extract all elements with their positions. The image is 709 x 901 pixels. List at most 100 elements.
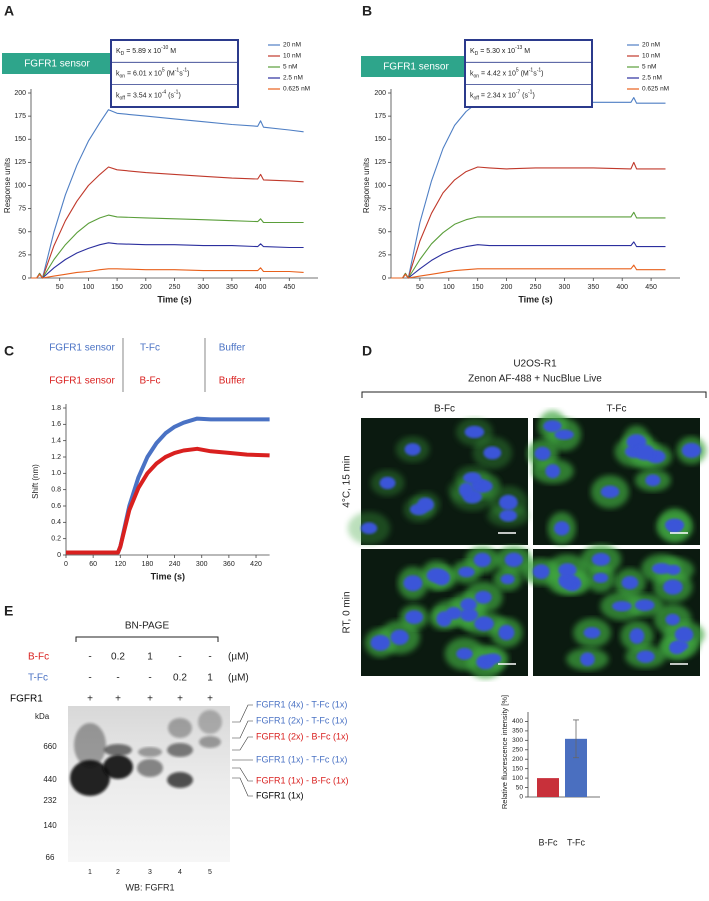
band-connector <box>232 777 253 797</box>
treatment-name: B-Fc <box>28 652 49 663</box>
x-tick-label: 420 <box>250 561 262 568</box>
info-text: = 5.30 x 10 <box>478 48 515 55</box>
y-tick-label: 400 <box>512 718 523 725</box>
nucleus <box>636 650 655 663</box>
band-connector <box>232 704 253 723</box>
y-tick-label: 50 <box>516 784 524 791</box>
x-tick-label: 50 <box>416 284 424 291</box>
marker-label: 440 <box>43 775 57 784</box>
nucleus <box>554 429 574 440</box>
blot-band <box>70 760 110 796</box>
nucleus <box>485 653 502 664</box>
blot-image <box>68 706 230 862</box>
x-axis-label: Time (s) <box>151 571 185 581</box>
data-line <box>66 416 270 555</box>
info-sup: -1 <box>537 68 542 74</box>
info-sup: -1 <box>174 90 179 96</box>
legend-label: 0.625 nM <box>642 86 669 93</box>
y-tick-label: 1.8 <box>51 405 61 412</box>
info-line: koff = 2.34 x 10-7 (s-1) <box>470 90 535 102</box>
nucleus <box>379 476 396 490</box>
y-tick-label: 1.2 <box>51 454 61 461</box>
blot-band <box>138 747 162 757</box>
y-tick-label: 75 <box>378 205 386 212</box>
x-tick-label: T-Fc <box>567 837 585 847</box>
legend-label: 20 nM <box>642 42 660 49</box>
info-line: KD = 5.89 x 10-10 M <box>116 45 176 57</box>
column-label: T-Fc <box>607 404 627 415</box>
nucleus <box>612 601 632 612</box>
row-label: 4°C, 15 min <box>342 455 353 507</box>
y-tick-label: 200 <box>14 90 26 97</box>
info-text: k <box>116 92 120 99</box>
y-tick-label: 350 <box>512 728 523 735</box>
nucleus <box>426 568 447 583</box>
x-tick-label: 300 <box>559 284 571 291</box>
data-line <box>31 242 304 279</box>
nucleus <box>456 647 473 660</box>
y-tick-label: 0.6 <box>51 503 61 510</box>
info-text: ) <box>541 70 543 77</box>
y-tick-label: 0.8 <box>51 487 61 494</box>
treatment-cell: 1 <box>207 673 213 684</box>
data-line <box>391 97 666 279</box>
treatment-name: FGFR1 <box>10 694 43 705</box>
nucleus <box>580 652 595 667</box>
phase-label: FGFR1 sensor <box>49 343 115 354</box>
y-tick-label: 0 <box>519 794 523 801</box>
nucleus <box>416 497 435 512</box>
x-tick-label: 450 <box>283 284 295 291</box>
y-tick-label: 200 <box>512 756 523 763</box>
info-sub: D <box>121 51 125 57</box>
band-label: FGFR1 (2x) - B-Fc (1x) <box>256 731 349 741</box>
x-tick-label: B-Fc <box>539 837 558 847</box>
blot-band <box>167 772 193 788</box>
info-sup: -7 <box>516 90 521 96</box>
info-sup: -1 <box>175 68 180 74</box>
nucleus <box>390 629 409 645</box>
x-tick-label: 180 <box>142 561 154 568</box>
nucleus <box>666 564 681 576</box>
bar <box>537 778 559 797</box>
x-tick-label: 60 <box>89 561 97 568</box>
x-tick-label: 50 <box>56 284 64 291</box>
panel-letter: E <box>4 603 13 619</box>
panel-letter: C <box>4 343 14 359</box>
nucleus <box>498 624 515 641</box>
nucleus <box>360 522 378 535</box>
nucleus <box>593 572 609 583</box>
nucleus <box>370 634 391 651</box>
micrograph <box>347 417 530 545</box>
treatment-unit: (µM) <box>228 652 249 663</box>
x-tick-label: 150 <box>111 284 123 291</box>
nucleus <box>543 420 562 433</box>
y-tick-label: 300 <box>512 737 523 744</box>
y-tick-label: 150 <box>512 765 523 772</box>
y-tick-label: 250 <box>512 746 523 753</box>
nucleus <box>634 444 655 461</box>
data-line <box>391 264 666 279</box>
microscopy-title: U2OS-R1 <box>513 359 557 370</box>
row-label: RT, 0 min <box>342 591 353 633</box>
nucleus <box>591 552 611 566</box>
x-tick-label: 450 <box>645 284 657 291</box>
treatment-cell: - <box>208 652 211 663</box>
y-tick-label: 100 <box>512 775 523 782</box>
nucleus <box>554 521 570 536</box>
info-sub: D <box>475 51 479 57</box>
treatment-cell: - <box>88 673 91 684</box>
sensor-tag <box>2 53 112 74</box>
y-tick-label: 50 <box>18 229 26 236</box>
marker-unit: kDa <box>35 712 50 721</box>
blot-footer: WB: FGFR1 <box>126 882 175 892</box>
y-tick-label: 0 <box>57 552 61 559</box>
info-text: M <box>168 48 176 55</box>
info-sup: 5 <box>516 68 519 74</box>
bracket <box>75 636 219 642</box>
treatment-cell: - <box>178 652 181 663</box>
info-sub: on <box>120 74 126 80</box>
x-tick-label: 350 <box>226 284 238 291</box>
lane-number: 4 <box>178 869 182 876</box>
info-line: kon = 4.42 x 105 (M-1s-1) <box>470 68 543 80</box>
